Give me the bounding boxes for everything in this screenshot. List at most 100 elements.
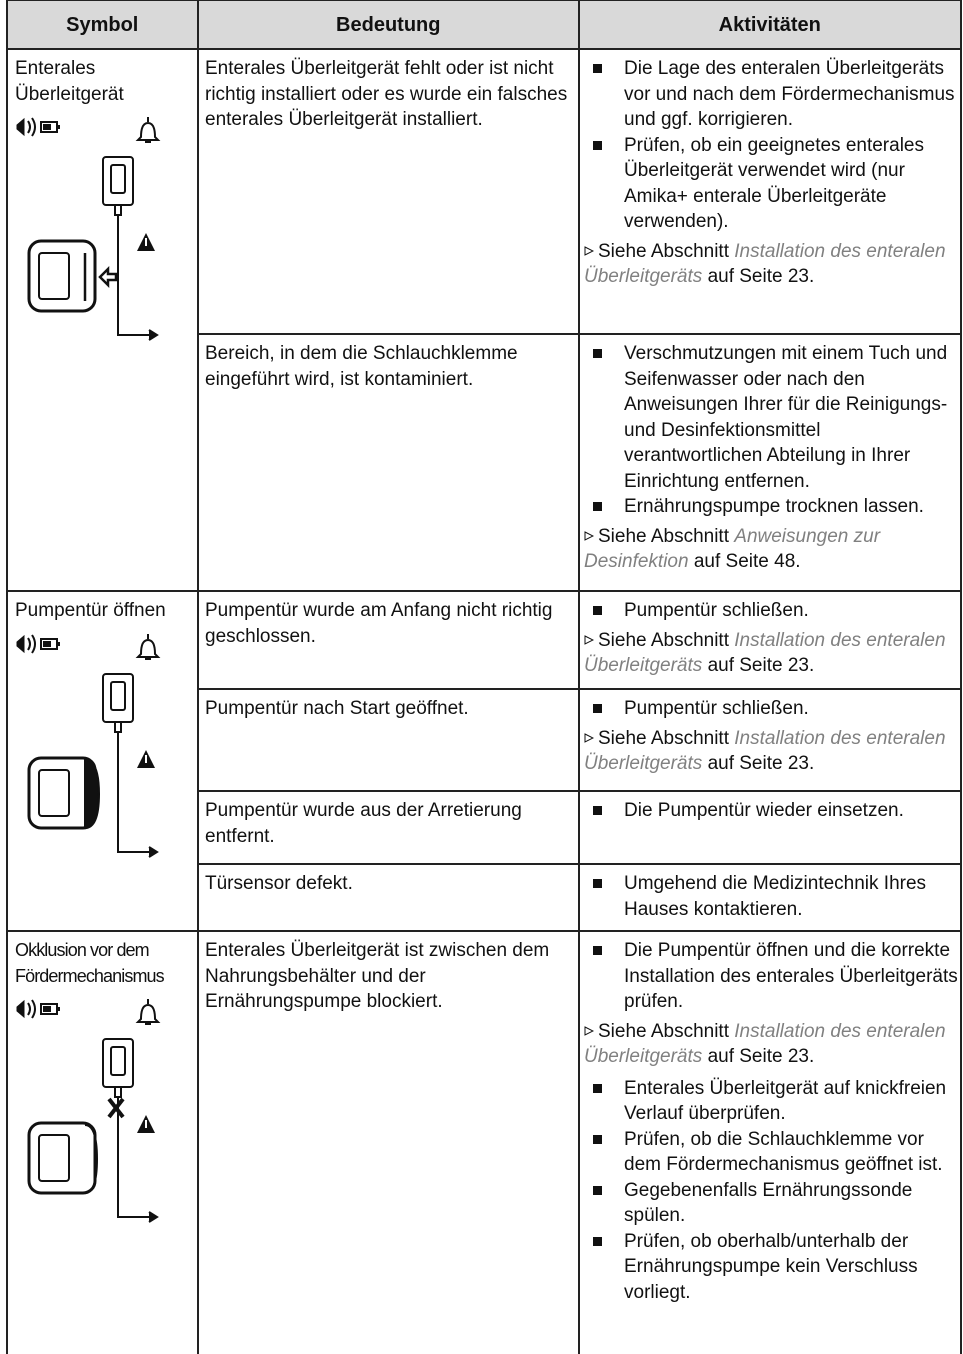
reference-page: auf Seite 23.	[707, 753, 815, 774]
reference-link: Installation des enteralen Überleitgerät…	[584, 727, 946, 775]
bullet-item: Prüfen, ob oberhalb/unterhalb der Ernähr…	[587, 1229, 958, 1306]
alarm-icon	[16, 117, 161, 341]
reference-page: auf Seite 23.	[707, 1046, 815, 1067]
bullet	[593, 64, 602, 73]
reference-page: auf Seite 23.	[707, 655, 815, 676]
bullet-item: Prüfen, ob die Schlauchklemme vor dem Fö…	[587, 1127, 958, 1178]
reference-prefix: Siehe Abschnitt	[598, 1020, 729, 1042]
symbol-label: Pumpentür öffnen	[15, 600, 166, 621]
bullet-item: Pumpentür schließen.	[587, 598, 958, 624]
bullet-item: Die Pumpentür wieder einsetzen.	[587, 798, 958, 824]
symbol-cell: Okklusion vor dem Fördermechanismus	[6, 930, 197, 1230]
device	[27, 156, 159, 341]
alarm-icon	[16, 633, 161, 858]
meaning-cell: Enterales Überleitgerät ist zwischen dem…	[205, 940, 550, 1012]
reference-link: Installation des enteralen Überleitgerät…	[584, 1020, 946, 1068]
bullet-text: Verschmutzungen mit einem Tuch und Seife…	[624, 343, 948, 492]
bullet-text: Gegebenenfalls Ernährungssonde spülen.	[624, 1179, 913, 1227]
bullet-text: Pumpentür schließen.	[624, 698, 809, 719]
symbol-cell: Enterales Überleitgerät	[6, 48, 197, 348]
bullet	[593, 806, 602, 815]
row-divider	[6, 930, 962, 932]
reference-arrow	[584, 732, 594, 743]
actions-cell: Umgehend die Medizintechnik Ihres Hauses…	[578, 863, 963, 922]
reference: Siehe Abschnitt Installation des enteral…	[584, 726, 958, 777]
reference-page: auf Seite 23.	[707, 266, 815, 287]
symbol-label: Enterales Überleitgerät	[15, 58, 124, 105]
bell	[135, 117, 161, 143]
device	[27, 1038, 159, 1223]
bullet-text: Ernährungspumpe trocknen lassen.	[624, 496, 924, 517]
bullet	[593, 502, 602, 511]
warning	[137, 749, 155, 768]
reference-arrow	[584, 245, 594, 256]
bullet-item: Ernährungspumpe trocknen lassen.	[587, 494, 958, 520]
meaning-cell: Pumpentür nach Start geöffnet.	[205, 698, 469, 719]
bullet-item: Umgehend die Medizintechnik Ihres Hauses…	[587, 871, 958, 922]
bullet-text: Prüfen, ob oberhalb/unterhalb der Ernähr…	[624, 1230, 918, 1303]
bullet-text: Enterales Überleitgerät auf knickfreien …	[624, 1077, 947, 1125]
meaning-cell: Pumpentür wurde am Anfang nicht richtig …	[205, 600, 553, 647]
bullet-item: Pumpentür schließen.	[587, 696, 958, 722]
bell	[135, 633, 161, 660]
meaning-cell: Pumpentür wurde aus der Arretierung entf…	[205, 800, 522, 847]
reference-prefix: Siehe Abschnitt	[598, 727, 729, 749]
bullet	[593, 1134, 602, 1144]
actions-cell: Verschmutzungen mit einem Tuch und Seife…	[578, 333, 963, 581]
reference-prefix: Siehe Abschnitt	[598, 629, 729, 651]
reference: Siehe Abschnitt Installation des enteral…	[584, 1019, 958, 1070]
symbol-cell: Pumpentür öffnen	[6, 590, 197, 865]
column-divider	[960, 0, 962, 1354]
bullet-text: Umgehend die Medizintechnik Ihres Hauses…	[624, 873, 927, 920]
actions-cell: Pumpentür schließen. Siehe Abschnitt Inst…	[578, 688, 963, 783]
column-divider	[6, 0, 8, 1354]
speaker	[16, 999, 36, 1019]
bullet	[593, 349, 602, 358]
reference: Siehe Abschnitt Installation des enteral…	[584, 628, 958, 679]
reference: Siehe Abschnitt Anweisungen zur Desinfek…	[584, 524, 958, 575]
warning	[137, 1115, 155, 1133]
actions-cell: Die Lage des enteralen Überleitgeräts vo…	[578, 48, 963, 296]
reference: Siehe Abschnitt Installation des enteral…	[584, 239, 958, 290]
bullet	[593, 1185, 602, 1195]
reference-link: Installation des enteralen Überleitgerät…	[584, 629, 946, 677]
bullet-text: Die Lage des enteralen Überleitgeräts vo…	[624, 58, 955, 130]
bell	[135, 999, 161, 1025]
reference-arrow	[584, 1025, 594, 1036]
bullet-text: Prüfen, ob die Schlauchklemme vor dem Fö…	[624, 1128, 943, 1176]
warning	[137, 233, 155, 251]
reference-link: Installation des enteralen Überleitgerät…	[584, 240, 946, 288]
meaning-cell: Türsensor defekt.	[205, 873, 353, 894]
actions-cell: Pumpentür schließen. Siehe Abschnitt Inst…	[578, 590, 963, 685]
bullet-item: Gegebenenfalls Ernährungssonde spülen.	[587, 1178, 958, 1229]
bullet-item: Prüfen, ob ein geeignetes enterales Über…	[587, 133, 958, 235]
row-divider	[6, 48, 962, 50]
bullet	[593, 140, 602, 150]
bullet-text: Pumpentür schließen.	[624, 600, 809, 621]
symbol-label: Okklusion vor dem Fördermechanismus	[15, 940, 165, 986]
bullet	[593, 879, 602, 888]
meaning-cell: Enterales Überleitgerät fehlt oder ist n…	[205, 58, 568, 130]
bullet-item: Die Pumpentür öffnen und die korrekte In…	[587, 938, 958, 1015]
actions-cell: Die Pumpentür öffnen und die korrekte In…	[578, 930, 963, 1305]
header-cell: Symbol	[6, 0, 199, 49]
column-divider	[578, 0, 580, 1354]
bullet-text: Prüfen, ob ein geeignetes enterales Über…	[624, 134, 924, 233]
reference-arrow	[584, 634, 594, 645]
bullet-text: Die Pumpentür öffnen und die korrekte In…	[624, 940, 958, 1012]
reference-page: auf Seite 48.	[693, 551, 801, 572]
bullet	[593, 1083, 602, 1093]
reference-arrow	[584, 530, 594, 541]
header-cell: Aktivitäten	[578, 0, 962, 49]
device	[27, 672, 159, 858]
bullet	[593, 946, 602, 955]
reference-prefix: Siehe Abschnitt	[598, 240, 729, 262]
reference-prefix: Siehe Abschnitt	[598, 525, 729, 547]
actions-cell: Die Pumpentür wieder einsetzen.	[578, 790, 963, 824]
speaker	[16, 633, 36, 654]
bullet	[593, 606, 602, 615]
bullet-item: Die Lage des enteralen Überleitgeräts vo…	[587, 56, 958, 133]
column-divider	[197, 0, 199, 1354]
speaker	[16, 117, 36, 137]
